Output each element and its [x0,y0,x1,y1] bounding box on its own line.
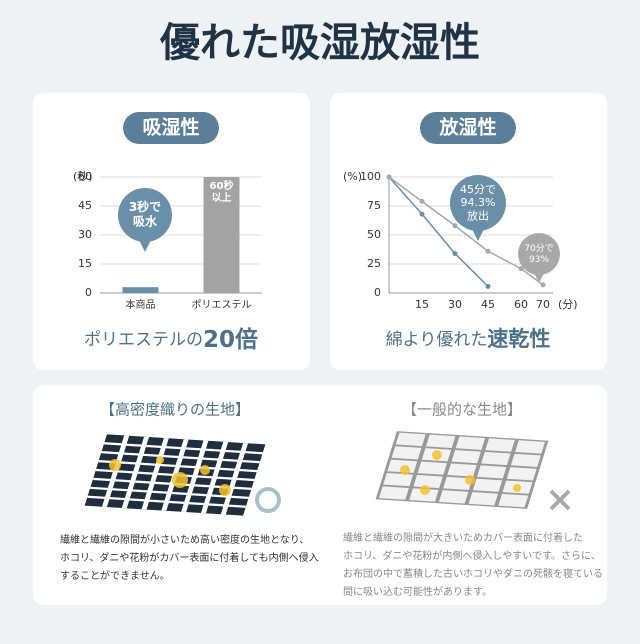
annotation-line: 放出 [467,208,489,222]
x-icon [549,489,571,511]
caption-part: ポリエステルの [84,330,203,350]
y-tick-label: 100 [360,170,381,183]
fabric-text: 間に吸い込む可能性があります。 [343,585,492,598]
fabric-text: 繊維と繊維の隙間が小さいため高い密度の生地となり、 [60,533,309,546]
point [419,211,425,217]
fabric-text: ホコリ、ダニや花粉がカバー表面に付着しても内側へ侵入 [60,551,319,564]
particles [109,456,231,496]
caption-part: 20倍 [203,326,258,353]
y-tick-label: 0 [85,286,92,299]
badge [420,112,516,144]
annotation: 3秒で吸水 [129,199,161,228]
caption: 綿より優れた速乾性 [386,327,551,351]
circle-icon [255,487,281,513]
point [540,282,546,288]
bubble [518,233,560,275]
x-tick-label: 本商品 [126,298,156,311]
annotation-line: 45分で [460,183,496,196]
y-label: (秒) [73,169,93,183]
fabric-title: 【一般的な生地】 [402,401,522,419]
bar [203,177,240,293]
badge-text: 放湿性 [438,116,496,139]
caption-part: 速乾性 [487,327,550,351]
badge-text: 吸湿性 [142,116,199,139]
bubble-tail [534,273,544,283]
card [33,93,310,370]
bubble-tail [472,229,484,241]
bubble [450,175,506,231]
fabric-text: 繊維と繊維の隙間が大きいためカバー表面に付着した [343,531,583,544]
y-tick-label: 60 [78,170,92,183]
particles [400,450,521,495]
bar [122,287,159,293]
annotation: 60秒以上 [210,179,234,204]
x-label: (分) [558,298,578,311]
point [386,174,392,180]
x-tick-label: 45 [481,298,495,311]
bubble-tail [139,240,151,252]
y-tick-label: 25 [367,257,381,270]
x-tick-label: ポリエステル [192,299,252,311]
y-tick-label: 75 [367,199,381,212]
y-tick-label: 30 [78,228,92,241]
annotation-line: 70分で [524,243,553,254]
point [419,198,425,204]
x-tick-label: 15 [415,298,429,311]
point [485,283,491,289]
y-tick-label: 50 [367,228,381,241]
y-tick-label: 15 [78,257,92,270]
fabric-text: ホコリ、ダニや花粉が内側へ侵入しやすいです。さらに、 [343,549,601,562]
point [518,266,524,272]
card [330,93,607,370]
point [452,251,458,257]
point [452,223,458,229]
badge [123,112,219,144]
fabric-text: お布団の中で蓄積した古いホコリやダニの死骸を寝ている [343,567,603,580]
y-label: (%) [343,170,362,183]
annotation-line: 以上 [212,191,232,204]
point [485,248,491,254]
x-tick-label: 70 [536,298,550,311]
annotation: 45分で 94.3%放出 [460,183,496,222]
caption: ポリエステルの20倍 [84,326,258,353]
annotation-line: 60秒 [210,179,234,192]
annotation-line: 94.3% [461,196,496,209]
annotation-line: 93% [529,254,549,264]
annotation-line: 吸水 [133,213,158,228]
caption-part: 綿より優れた [386,330,488,350]
fabric-title: 【高密度織りの生地】 [100,401,250,419]
fabric-text: することができません。 [60,569,170,582]
title: 優れた吸湿放湿性 [159,19,480,66]
x-tick-label: 60 [514,298,528,311]
annotation-line: 3秒で [129,199,161,214]
line [388,176,489,287]
line [388,176,544,286]
y-tick-label: 0 [374,286,381,299]
x-tick-label: 30 [448,298,462,311]
annotation: 70分で 93% [524,243,553,265]
loose-mesh [375,431,549,509]
y-tick-label: 45 [78,199,92,212]
bubble [118,188,172,242]
